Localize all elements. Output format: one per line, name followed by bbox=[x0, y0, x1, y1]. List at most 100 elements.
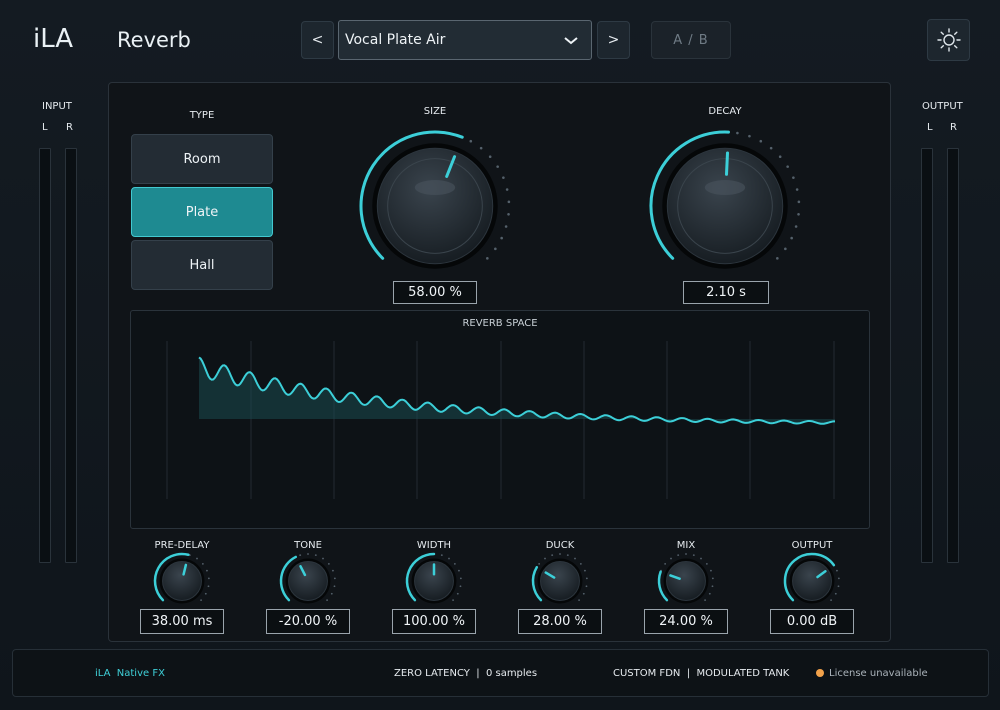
mix-value[interactable]: 24.00 % bbox=[644, 609, 728, 634]
pre-delay-knob[interactable] bbox=[148, 551, 216, 611]
scale-dot bbox=[677, 554, 680, 557]
scale-dot bbox=[196, 557, 198, 560]
knob-pointer bbox=[299, 565, 307, 577]
size-value[interactable]: 58.00 % bbox=[393, 281, 477, 304]
type-hall-button[interactable]: Hall bbox=[131, 240, 273, 290]
ab-compare-button[interactable]: A / B bbox=[651, 21, 731, 59]
knob-pointer bbox=[669, 574, 681, 580]
preset-dropdown[interactable]: Vocal Plate Air bbox=[338, 20, 592, 60]
value-arc bbox=[649, 130, 730, 260]
size-knob[interactable] bbox=[345, 115, 525, 285]
scale-dot bbox=[708, 592, 711, 595]
duck-knob[interactable] bbox=[526, 551, 594, 611]
status-bar bbox=[12, 649, 989, 697]
prev-preset-button[interactable]: < bbox=[301, 21, 334, 59]
scale-dot bbox=[705, 562, 708, 565]
tone-value[interactable]: -20.00 % bbox=[266, 609, 350, 634]
scale-dot bbox=[794, 225, 798, 228]
scale-dot bbox=[748, 134, 751, 138]
type-label: TYPE bbox=[189, 110, 215, 121]
input-meter-right bbox=[65, 148, 77, 563]
input-right-label: R bbox=[66, 122, 73, 133]
scale-dot bbox=[322, 557, 324, 560]
scale-dot bbox=[486, 257, 489, 260]
scale-dot bbox=[207, 577, 210, 580]
scale-dot bbox=[711, 585, 714, 588]
knob-body bbox=[162, 561, 202, 601]
scale-dot bbox=[837, 577, 840, 580]
type-room-button[interactable]: Room bbox=[131, 134, 273, 184]
scale-dot bbox=[500, 236, 503, 240]
scale-dot bbox=[584, 569, 586, 572]
decay-knob[interactable] bbox=[635, 115, 815, 285]
scale-dot bbox=[458, 569, 460, 572]
scale-dot bbox=[797, 200, 801, 204]
latency-info: ZERO LATENCY | 0 samples bbox=[394, 668, 538, 679]
scale-dot bbox=[704, 599, 706, 601]
reverb-decay-graph bbox=[166, 341, 835, 499]
knob-body bbox=[376, 147, 494, 265]
plugin-title: Reverb bbox=[117, 28, 191, 52]
output-left-label: L bbox=[927, 122, 933, 133]
knob-highlight bbox=[414, 180, 456, 196]
scale-dot bbox=[326, 599, 328, 601]
scale-dot bbox=[459, 577, 462, 580]
scale-dot bbox=[736, 131, 739, 135]
scale-dot bbox=[837, 585, 840, 588]
scale-dot bbox=[299, 554, 302, 557]
output-meter-right bbox=[947, 148, 959, 563]
knob-pointer bbox=[182, 563, 188, 576]
scale-dot bbox=[538, 562, 541, 565]
scale-dot bbox=[459, 585, 462, 588]
knob-body bbox=[414, 561, 454, 601]
value-arc bbox=[405, 552, 436, 602]
value-arc bbox=[153, 552, 190, 602]
sun-icon bbox=[936, 28, 961, 52]
input-left-label: L bbox=[42, 122, 48, 133]
output-right-label: R bbox=[950, 122, 957, 133]
width-value[interactable]: 100.00 % bbox=[392, 609, 476, 634]
knob-pointer bbox=[544, 571, 556, 579]
knob-body bbox=[792, 561, 832, 601]
output-label: OUTPUT bbox=[791, 540, 833, 551]
preset-name: Vocal Plate Air bbox=[345, 32, 446, 48]
scale-dot bbox=[505, 188, 509, 191]
theme-toggle-button[interactable] bbox=[927, 19, 970, 61]
type-plate-button[interactable]: Plate bbox=[131, 187, 273, 237]
width-knob[interactable] bbox=[400, 551, 468, 611]
value-arc bbox=[359, 130, 464, 260]
scale-dot bbox=[201, 562, 204, 565]
mix-knob[interactable] bbox=[652, 551, 720, 611]
scale-dot bbox=[551, 554, 554, 557]
knob-body bbox=[288, 561, 328, 601]
decay-value[interactable]: 2.10 s bbox=[683, 281, 769, 304]
knob-body bbox=[540, 561, 580, 601]
scale-dot bbox=[502, 176, 505, 179]
next-preset-button[interactable]: > bbox=[597, 21, 630, 59]
scale-dot bbox=[204, 592, 207, 595]
scale-dot bbox=[769, 146, 773, 150]
scale-dot bbox=[700, 557, 702, 560]
scale-dot bbox=[469, 139, 473, 143]
reverb-space-display: REVERB SPACE bbox=[130, 310, 870, 529]
tone-knob[interactable] bbox=[274, 551, 342, 611]
brand-logo: iLA bbox=[33, 24, 74, 54]
value-arc bbox=[279, 555, 297, 602]
scale-dot bbox=[494, 247, 497, 251]
scale-dot bbox=[574, 557, 576, 560]
scale-dot bbox=[207, 585, 210, 588]
scale-dot bbox=[797, 212, 800, 216]
output-value[interactable]: 0.00 dB bbox=[770, 609, 854, 634]
scale-dot bbox=[566, 554, 569, 557]
duck-value[interactable]: 28.00 % bbox=[518, 609, 602, 634]
knob-inner-ring bbox=[387, 158, 483, 254]
input-meter-label: INPUT bbox=[42, 101, 72, 112]
input-meter-left bbox=[39, 148, 51, 563]
scale-dot bbox=[776, 257, 779, 260]
output-knob[interactable] bbox=[778, 551, 846, 611]
scale-dot bbox=[711, 577, 714, 580]
pre-delay-value[interactable]: 38.00 ms bbox=[140, 609, 224, 634]
scale-dot bbox=[332, 569, 334, 572]
scale-dot bbox=[440, 554, 443, 557]
scale-dot bbox=[664, 562, 667, 565]
